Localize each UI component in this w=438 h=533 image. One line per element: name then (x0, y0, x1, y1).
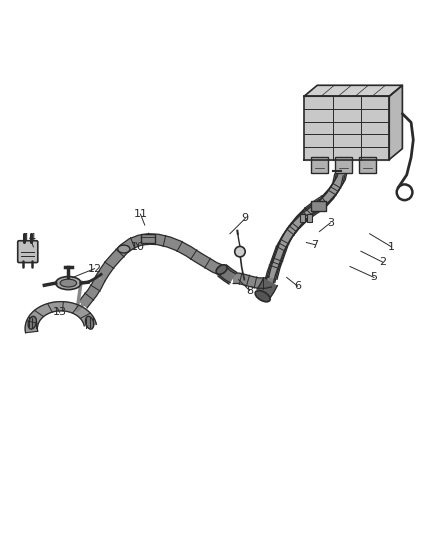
Polygon shape (219, 266, 236, 283)
Polygon shape (79, 277, 105, 308)
Polygon shape (25, 302, 96, 333)
Bar (359, 157, 376, 173)
FancyBboxPatch shape (18, 241, 38, 263)
Bar (141, 234, 155, 244)
Text: 8: 8 (246, 286, 253, 295)
Polygon shape (218, 265, 237, 284)
Polygon shape (304, 96, 389, 159)
Text: 5: 5 (371, 272, 378, 282)
Polygon shape (266, 171, 346, 283)
Text: 12: 12 (88, 264, 102, 273)
Text: 11: 11 (134, 209, 148, 219)
Text: 13: 13 (53, 308, 67, 317)
Ellipse shape (118, 245, 130, 253)
Polygon shape (96, 234, 224, 281)
Circle shape (235, 246, 245, 257)
Polygon shape (268, 167, 348, 279)
Ellipse shape (28, 316, 36, 329)
Ellipse shape (255, 290, 270, 302)
Text: 7: 7 (311, 240, 318, 249)
Polygon shape (233, 273, 272, 288)
Text: 1: 1 (388, 242, 395, 252)
Text: 10: 10 (131, 242, 145, 252)
Polygon shape (304, 85, 403, 96)
Ellipse shape (216, 265, 227, 274)
Text: 9: 9 (242, 214, 249, 223)
Polygon shape (257, 278, 277, 298)
Ellipse shape (60, 279, 77, 287)
Ellipse shape (85, 316, 94, 329)
Bar (311, 201, 326, 211)
Polygon shape (264, 174, 343, 286)
Bar (335, 157, 352, 173)
Text: 6: 6 (294, 281, 301, 291)
Text: 2: 2 (379, 257, 386, 267)
Text: 3: 3 (327, 218, 334, 228)
Ellipse shape (56, 277, 81, 289)
Bar (307, 214, 312, 222)
Bar (311, 157, 328, 173)
Text: 14: 14 (23, 233, 37, 243)
Bar (300, 214, 305, 222)
Polygon shape (389, 85, 403, 159)
